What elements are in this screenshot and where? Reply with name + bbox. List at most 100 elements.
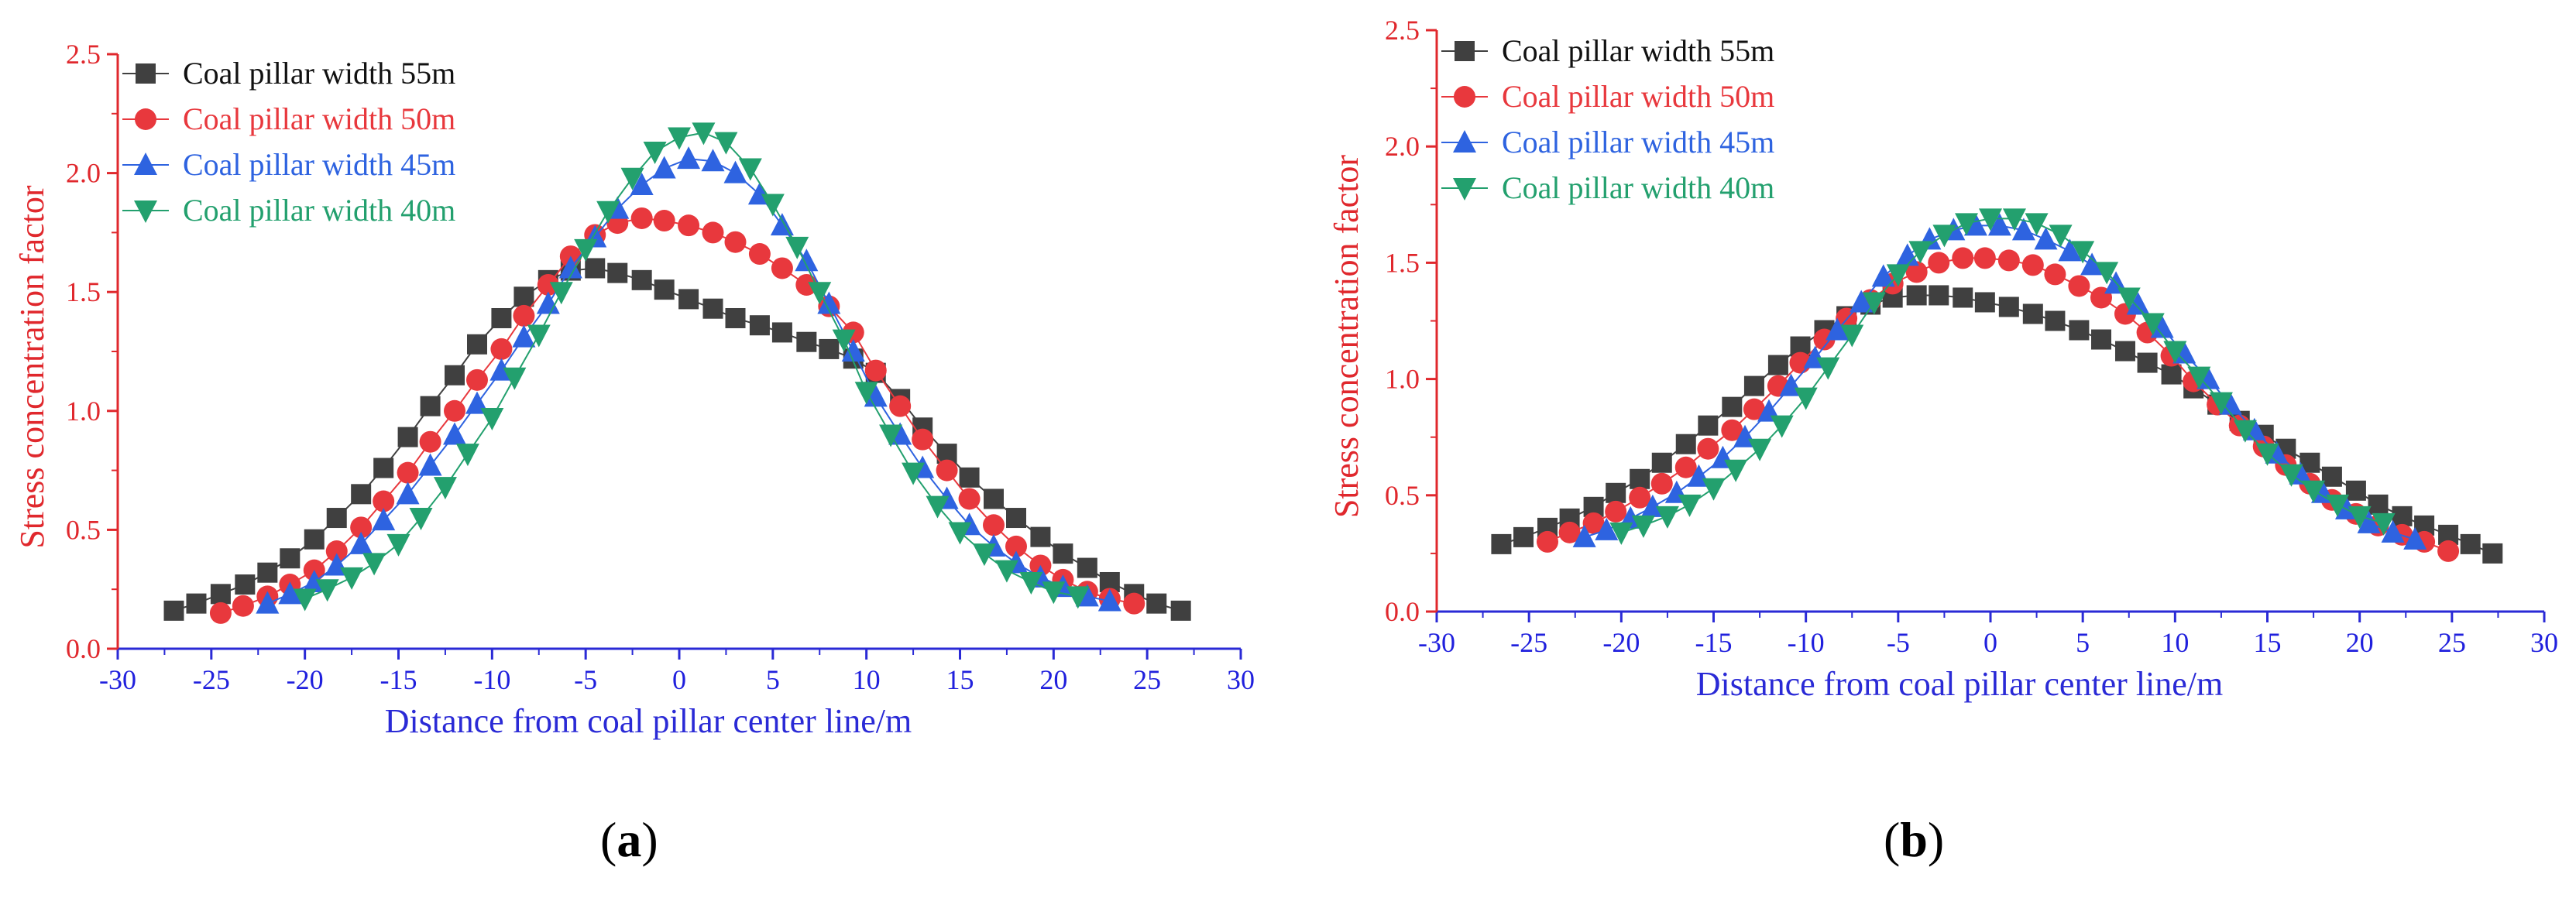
panel-b-series-1-point xyxy=(1513,526,1534,547)
panel-b-series-4-point xyxy=(2372,512,2396,536)
panel-a-series-2-point xyxy=(889,395,912,417)
panel-a-series-2-point xyxy=(1005,535,1027,557)
panel-b-series-2-point xyxy=(1952,247,1974,269)
panel-a-series-3-point xyxy=(841,339,865,362)
panel-b-series-3-point xyxy=(2357,510,2381,533)
panel-a-series-2-point xyxy=(702,221,724,244)
panel-b-series-3-point xyxy=(2058,238,2082,262)
panel-b-series-2 xyxy=(1537,247,2460,562)
panel-a-series-1-point xyxy=(235,574,256,595)
panel-b-series-4-point xyxy=(1932,224,1956,248)
panel-a-series-2-point xyxy=(232,595,254,617)
panel-a-series-2-point xyxy=(936,459,958,482)
panel-a-series-3-point xyxy=(630,172,654,195)
panel-b-series-4-point xyxy=(2348,506,2372,529)
panel-b-series-1-point xyxy=(1698,415,1719,436)
panel-a-series-1-point xyxy=(1006,508,1026,529)
panel-b-y-tick-label: 1.5 xyxy=(1385,247,1420,278)
panel-b-series-3-point xyxy=(2403,526,2427,550)
panel-b-series-3-point xyxy=(1895,243,1919,266)
panel-a-legend-label: Coal pillar width 50m xyxy=(183,101,455,136)
panel-a-series-4-point xyxy=(340,567,364,590)
panel-b-series-1-point xyxy=(2114,341,2135,362)
panel-b-series-2-point xyxy=(1605,500,1627,523)
panel-a-series-1-point xyxy=(445,365,465,386)
panel-b-series-3-point xyxy=(1826,317,1850,341)
panel-a-series-1-point xyxy=(304,529,325,550)
panel-b-series-2-point xyxy=(2068,275,2090,297)
panel-a-series-4-point xyxy=(761,194,785,217)
panel-a-series-1-point xyxy=(186,593,207,614)
panel-b-series-4-point xyxy=(1655,506,1679,529)
panel-a-series-4-point xyxy=(926,495,950,519)
panel-a-legend: Coal pillar width 55m Coal pillar width 5… xyxy=(122,56,455,228)
panel-b-series-2-point xyxy=(1629,486,1651,509)
panel-b-series-4-point xyxy=(1724,459,1748,482)
panel-b-y-tick-label: 1.0 xyxy=(1385,364,1420,395)
panel-a-series-1-point xyxy=(491,307,512,328)
panel-b-series-4-line xyxy=(1621,218,2384,533)
panel-b-series-1-point xyxy=(2045,310,2066,331)
panel-b-caption-open: ( xyxy=(1884,812,1901,867)
panel-a-series-4-point xyxy=(315,579,339,602)
panel-a-series-2-line xyxy=(220,217,1135,614)
panel-a-series-1-point xyxy=(467,334,487,355)
panel-a-legend-marker xyxy=(136,63,156,84)
panel-b-series-4-point xyxy=(2209,392,2233,415)
chart-panel-b: -30 -25 -20 -15 -10 -5 0 5 10 15 20 25 30 0.0 0.5 1.0 1.… xyxy=(1327,15,2558,703)
panel-a-series-1-point xyxy=(280,548,301,569)
panel-a-series-3-point xyxy=(795,248,819,272)
panel-b-series-4-point xyxy=(2187,366,2211,389)
panel-b-series-4-point xyxy=(1908,241,1932,264)
panel-b-series-1-point xyxy=(2482,543,2503,564)
panel-a-series-2-point xyxy=(373,490,395,512)
panel-b-series-4-point xyxy=(1748,438,1772,461)
panel-a-series-1-point xyxy=(513,286,534,307)
panel-a-series-1-line xyxy=(173,267,1181,612)
panel-b-series-3-point xyxy=(2381,519,2405,543)
panel-b-series-4-point xyxy=(2095,262,2119,285)
panel-b-series-2-point xyxy=(1650,472,1673,495)
panel-b-series-2-point xyxy=(1973,247,1996,269)
panel-a-y-tick-label: 1.0 xyxy=(66,396,101,427)
panel-a-series-1-point xyxy=(210,584,231,605)
panel-a-series-3-point xyxy=(396,482,420,505)
panel-a-series-1-point xyxy=(631,269,652,290)
panel-b-series-4-point xyxy=(2025,213,2049,236)
panel-a-x-tick-label: -20 xyxy=(287,664,324,695)
panel-a-series-2-point xyxy=(1123,592,1145,615)
panel-b-series-4-point xyxy=(2141,313,2165,336)
panel-a-y-tick-label: 1.5 xyxy=(66,276,101,307)
panel-b-legend: Coal pillar width 55m Coal pillar width 5… xyxy=(1441,33,1774,205)
panel-a-series-1-point xyxy=(654,279,675,300)
panel-a-series-4-point xyxy=(832,329,856,352)
panel-a-series-3-point xyxy=(536,291,560,314)
panel-b-series-3-point xyxy=(1871,264,1895,287)
panel-a-series-4-point xyxy=(362,553,386,576)
panel-b-x-tick-label: 10 xyxy=(2161,627,2189,658)
panel-a-series-4-point xyxy=(549,282,573,305)
panel-b-series-1-point xyxy=(2321,466,2342,487)
panel-a-y-tick-label: 2.0 xyxy=(66,158,101,189)
panel-a-series-4-point xyxy=(1019,571,1043,595)
panel-b-series-1-point xyxy=(1743,375,1764,396)
panel-a-series-2-point xyxy=(209,602,232,624)
panel-a-series-2-point xyxy=(653,210,675,232)
panel-a-series-2-point xyxy=(630,207,653,229)
panel-b-series-1-point xyxy=(2137,352,2158,373)
panel-a-series-4 xyxy=(293,122,1090,612)
panel-a-series-1-point xyxy=(796,331,817,352)
panel-a-x-tick-label: -25 xyxy=(193,664,230,695)
panel-a-series-1-point xyxy=(373,458,394,478)
panel-a-x-tick-label: 15 xyxy=(946,664,974,695)
panel-b-y-tick-label: 2.5 xyxy=(1385,15,1420,46)
panel-b-x-tick-label: -30 xyxy=(1418,627,1455,658)
panel-b-series-2-line xyxy=(1547,257,2449,552)
panel-b-x-tick-label: 0 xyxy=(1984,627,1997,658)
panel-a-x-tick-label: 20 xyxy=(1039,664,1067,695)
panel-a-legend-label: Coal pillar width 40m xyxy=(183,193,455,228)
panel-b-series-3-line xyxy=(1584,224,2416,540)
panel-a-x-tick-label: 25 xyxy=(1133,664,1161,695)
panel-b-series-1-point xyxy=(1998,296,2019,317)
panel-b-series-2-point xyxy=(1721,419,1743,441)
